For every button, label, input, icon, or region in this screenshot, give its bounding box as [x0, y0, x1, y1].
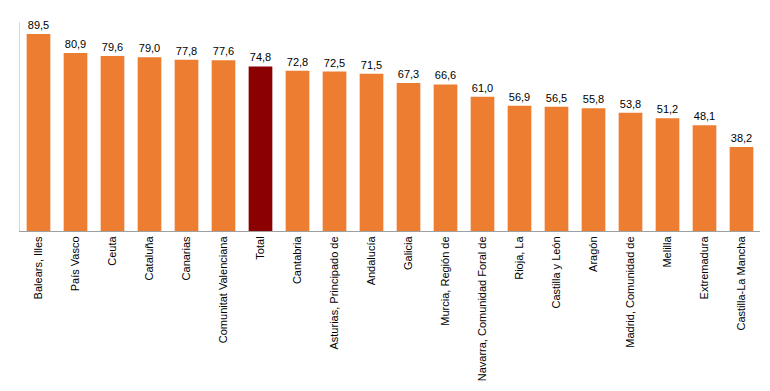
- svg-text:79,6: 79,6: [102, 41, 123, 53]
- svg-text:Madrid, Comunidad de: Madrid, Comunidad de: [624, 236, 636, 347]
- svg-text:Comunitat Valenciana: Comunitat Valenciana: [217, 236, 229, 344]
- svg-text:Ceuta: Ceuta: [106, 236, 118, 266]
- svg-text:Murcia, Región de: Murcia, Región de: [439, 236, 451, 325]
- svg-text:Cataluña: Cataluña: [143, 236, 155, 281]
- svg-text:74,8: 74,8: [250, 51, 271, 63]
- svg-text:79,0: 79,0: [139, 42, 160, 54]
- svg-text:Asturias, Principado de: Asturias, Principado de: [328, 236, 340, 349]
- svg-text:Canarias: Canarias: [180, 236, 192, 281]
- svg-text:Andalucía: Andalucía: [365, 236, 377, 286]
- svg-text:Extremadura: Extremadura: [698, 236, 710, 300]
- svg-text:72,8: 72,8: [287, 56, 308, 68]
- svg-text:56,5: 56,5: [546, 92, 567, 104]
- svg-text:38,2: 38,2: [731, 132, 752, 144]
- svg-text:Galicia: Galicia: [402, 236, 414, 271]
- svg-text:Castilla-La Mancha: Castilla-La Mancha: [735, 236, 747, 331]
- svg-text:80,9: 80,9: [65, 38, 86, 50]
- svg-text:48,1: 48,1: [694, 110, 715, 122]
- svg-text:Cantabria: Cantabria: [291, 236, 303, 285]
- svg-text:53,8: 53,8: [620, 98, 641, 110]
- svg-text:67,3: 67,3: [398, 68, 419, 80]
- svg-text:País Vasco: País Vasco: [69, 236, 81, 291]
- svg-text:Melilla: Melilla: [661, 236, 673, 268]
- svg-text:71,5: 71,5: [361, 59, 382, 71]
- svg-text:55,8: 55,8: [583, 93, 604, 105]
- svg-text:77,6: 77,6: [213, 45, 234, 57]
- svg-text:72,5: 72,5: [324, 57, 345, 69]
- svg-text:Navarra, Comunidad Foral de: Navarra, Comunidad Foral de: [476, 236, 488, 381]
- svg-text:89,5: 89,5: [28, 19, 49, 31]
- svg-text:56,9: 56,9: [509, 91, 530, 103]
- svg-text:Castilla y León: Castilla y León: [550, 236, 562, 308]
- svg-text:Total: Total: [254, 236, 266, 259]
- svg-text:Aragón: Aragón: [587, 236, 599, 271]
- svg-text:Rioja, La: Rioja, La: [513, 236, 525, 280]
- svg-text:Balears, Illes: Balears, Illes: [32, 236, 44, 299]
- svg-text:77,8: 77,8: [176, 45, 197, 57]
- svg-text:51,2: 51,2: [657, 103, 678, 115]
- svg-text:66,6: 66,6: [435, 69, 456, 81]
- svg-text:61,0: 61,0: [472, 82, 493, 94]
